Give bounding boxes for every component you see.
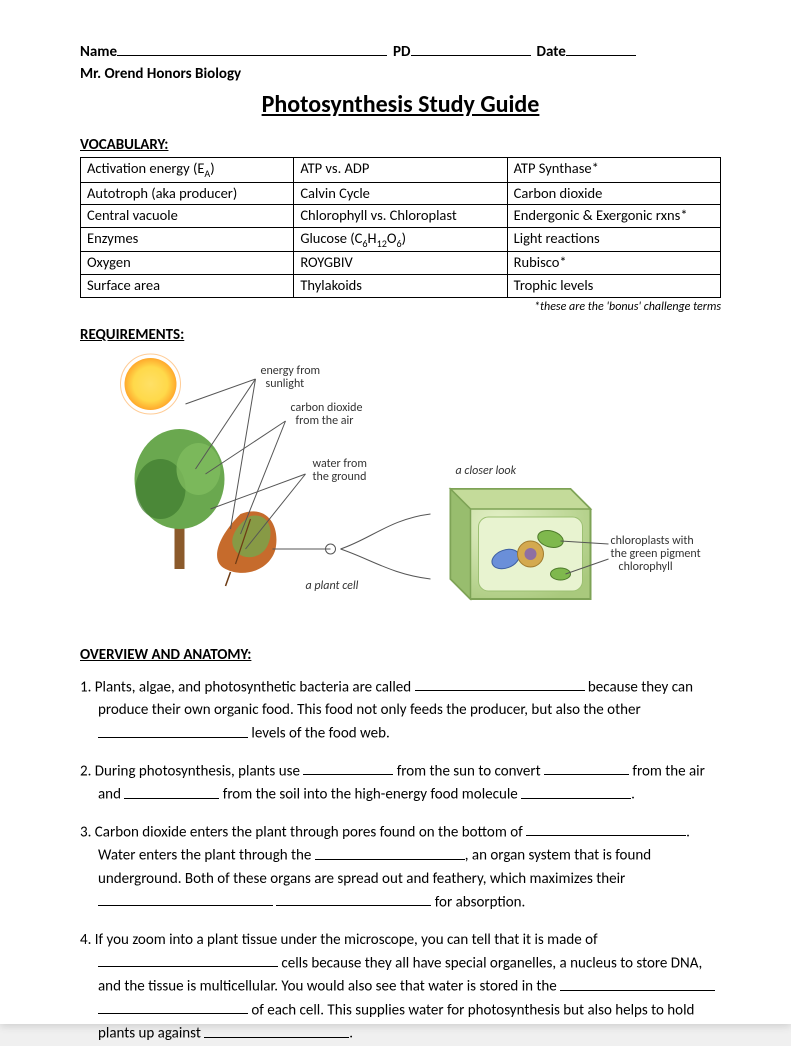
- svg-text:chloroplasts withthe green pig: chloroplasts withthe green pigmentchloro…: [611, 534, 701, 574]
- question-2: 2. During photosynthesis, plants use fro…: [80, 760, 721, 807]
- pd-blank[interactable]: [411, 40, 531, 56]
- requirements-heading: REQUIREMENTS:: [80, 325, 721, 345]
- vocab-cell: Calvin Cycle: [294, 182, 507, 205]
- overview-heading: OVERVIEW AND ANATOMY:: [80, 645, 721, 665]
- name-label: Name: [80, 42, 117, 62]
- blank[interactable]: [98, 999, 248, 1014]
- svg-text:water fromthe ground: water fromthe ground: [313, 457, 367, 484]
- blank[interactable]: [98, 722, 248, 737]
- vocab-cell: Glucose (C6H12O6): [294, 227, 507, 252]
- table-row: Autotroph (aka producer) Calvin Cycle Ca…: [81, 182, 721, 205]
- blank[interactable]: [521, 783, 631, 798]
- vocab-cell: Oxygen: [81, 252, 294, 275]
- date-blank[interactable]: [566, 40, 636, 56]
- blank[interactable]: [303, 760, 393, 775]
- tree-icon: [135, 429, 225, 569]
- blank[interactable]: [124, 783, 219, 798]
- svg-text:a closer look: a closer look: [456, 464, 517, 478]
- blank[interactable]: [276, 891, 431, 906]
- vocab-cell: ATP vs. ADP: [294, 158, 507, 183]
- question-4: 4. If you zoom into a plant tissue under…: [80, 929, 721, 1046]
- page-title: Photosynthesis Study Guide: [80, 89, 721, 121]
- questions-block: 1. Plants, algae, and photosynthetic bac…: [80, 676, 721, 1046]
- vocab-cell: Surface area: [81, 275, 294, 298]
- date-label: Date: [537, 42, 566, 62]
- teacher-line: Mr. Orend Honors Biology: [80, 64, 721, 84]
- vocab-cell: Enzymes: [81, 227, 294, 252]
- blank[interactable]: [544, 760, 629, 775]
- sun-icon: [121, 354, 181, 414]
- vocab-cell: Light reactions: [507, 227, 720, 252]
- blank[interactable]: [204, 1022, 349, 1037]
- question-3: 3. Carbon dioxide enters the plant throu…: [80, 821, 721, 915]
- vocab-cell: Autotroph (aka producer): [81, 182, 294, 205]
- header-fields: Name PD Date: [80, 40, 721, 62]
- vocab-cell: Endergonic & Exergonic rxns*: [507, 205, 720, 228]
- vocab-cell: Chlorophyll vs. Chloroplast: [294, 205, 507, 228]
- blank[interactable]: [315, 844, 465, 859]
- photosynthesis-diagram: energy fromsunlight carbon dioxidefrom t…: [80, 349, 721, 629]
- vocab-heading: VOCABULARY:: [80, 135, 721, 155]
- vocab-cell: Carbon dioxide: [507, 182, 720, 205]
- blank[interactable]: [560, 975, 715, 990]
- vocab-table: Activation energy (EA) ATP vs. ADP ATP S…: [80, 157, 721, 297]
- leaf-icon: [217, 511, 276, 586]
- table-row: Surface area Thylakoids Trophic levels: [81, 275, 721, 298]
- vocab-cell: Rubisco*: [507, 252, 720, 275]
- blank[interactable]: [526, 821, 686, 836]
- vocab-cell: Activation energy (EA): [81, 158, 294, 183]
- blank[interactable]: [98, 891, 273, 906]
- vocab-cell: ROYGBIV: [294, 252, 507, 275]
- bonus-note: *these are the 'bonus' challenge terms: [80, 299, 721, 315]
- vocab-cell: Central vacuole: [81, 205, 294, 228]
- svg-text:energy fromsunlight: energy fromsunlight: [261, 364, 321, 391]
- plant-cell-icon: [451, 489, 609, 599]
- vocab-cell: ATP Synthase*: [507, 158, 720, 183]
- vocab-cell: Thylakoids: [294, 275, 507, 298]
- name-blank[interactable]: [117, 40, 387, 56]
- vocab-cell: Trophic levels: [507, 275, 720, 298]
- table-row: Central vacuole Chlorophyll vs. Chloropl…: [81, 205, 721, 228]
- blank[interactable]: [98, 952, 278, 967]
- svg-text:a plant cell: a plant cell: [306, 579, 359, 593]
- table-row: Activation energy (EA) ATP vs. ADP ATP S…: [81, 158, 721, 183]
- svg-text:carbon dioxidefrom the air: carbon dioxidefrom the air: [291, 401, 363, 428]
- table-row: Enzymes Glucose (C6H12O6) Light reaction…: [81, 227, 721, 252]
- worksheet-page: Name PD Date Mr. Orend Honors Biology Ph…: [0, 0, 791, 1024]
- question-1: 1. Plants, algae, and photosynthetic bac…: [80, 676, 721, 746]
- pd-label: PD: [393, 42, 410, 62]
- blank[interactable]: [415, 676, 585, 691]
- table-row: Oxygen ROYGBIV Rubisco*: [81, 252, 721, 275]
